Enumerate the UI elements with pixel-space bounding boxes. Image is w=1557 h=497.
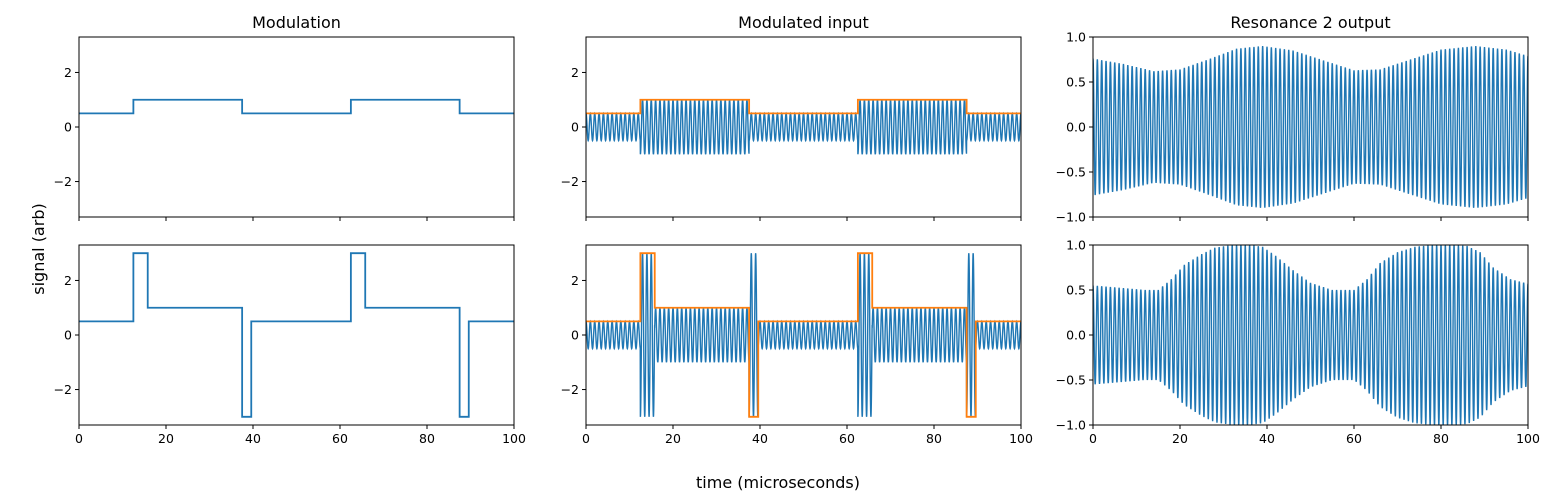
plot-area (1093, 245, 1528, 425)
x-tick-label: 100 (1009, 431, 1033, 446)
series-line-envelope-1 (586, 252, 1021, 418)
x-tick-label: 100 (1516, 431, 1540, 446)
y-tick-label: 2 (64, 65, 72, 80)
y-tick-label: −0.5 (1056, 373, 1086, 388)
series-line-signal-0 (1093, 245, 1528, 425)
x-tick-label: 0 (582, 431, 590, 446)
series-line-envelope-0 (79, 252, 514, 418)
axes-frame (78, 36, 515, 218)
axes-frame (78, 244, 515, 426)
plot-area (586, 252, 1021, 418)
panel-row2-col1: 0 20 40 60 80 100 −2 0 2 (54, 244, 526, 446)
x-tick-label: 60 (1346, 431, 1362, 446)
x-tick-label: 60 (839, 431, 855, 446)
x-tick-label: 60 (332, 431, 348, 446)
axes-frame (585, 36, 1022, 218)
y-tick-label: −2 (54, 382, 72, 397)
x-tick-label: 20 (665, 431, 681, 446)
plot-area (1093, 45, 1528, 208)
y-tick-label: 2 (571, 273, 579, 288)
y-tick-label: 0.0 (1066, 120, 1086, 135)
y-tick-label: −2 (561, 174, 579, 189)
plot-area (79, 98, 514, 115)
y-tick-label: 0.0 (1066, 328, 1086, 343)
y-tick-label: 0 (64, 120, 72, 135)
series-line-envelope-0 (79, 98, 514, 115)
y-tick-label: −1.0 (1056, 210, 1086, 225)
series-line-signal-0 (586, 253, 1021, 417)
y-tick-label: −0.5 (1056, 165, 1086, 180)
y-tick-label: −1.0 (1056, 418, 1086, 433)
x-tick-label: 40 (245, 431, 261, 446)
panel-row1-col3: −1.0 −0.5 0.0 0.5 1.0 Resonance 2 output (1056, 13, 1529, 225)
x-tick-label: 80 (926, 431, 942, 446)
series-line-signal-0 (1093, 45, 1528, 208)
x-tick-label: 40 (1259, 431, 1275, 446)
series-line-envelope-1 (586, 98, 1021, 115)
y-tick-label: −2 (54, 174, 72, 189)
plot-area (79, 252, 514, 418)
panel-row2-col2: 0 20 40 60 80 100 −2 0 2 (561, 244, 1033, 446)
y-tick-label: 0 (571, 328, 579, 343)
panel-title: Modulation (252, 13, 341, 32)
x-tick-label: 80 (419, 431, 435, 446)
figure-xlabel: time (microseconds) (696, 473, 860, 492)
y-tick-label: −2 (561, 382, 579, 397)
y-tick-label: 0.5 (1066, 283, 1086, 298)
x-tick-label: 80 (1433, 431, 1449, 446)
y-tick-label: 2 (571, 65, 579, 80)
panel-row1-col1: −2 0 2 Modulation (54, 13, 515, 221)
panel-row1-col2: −2 0 2 Modulated input (561, 13, 1022, 221)
y-tick-label: 2 (64, 273, 72, 288)
x-tick-label: 0 (75, 431, 83, 446)
x-tick-label: 100 (502, 431, 526, 446)
x-tick-label: 40 (752, 431, 768, 446)
x-tick-label: 20 (1172, 431, 1188, 446)
panel-title: Resonance 2 output (1230, 13, 1390, 32)
x-tick-label: 0 (1089, 431, 1097, 446)
x-tick-label: 20 (158, 431, 174, 446)
panels: −2 0 2 Modulation −2 0 2 Modulated input −1.0 −0.… (54, 13, 1540, 446)
panel-row2-col3: 0 20 40 60 80 100 −1.0 −0.5 0.0 0.5 1.0 (1056, 238, 1540, 447)
y-tick-label: 0.5 (1066, 75, 1086, 90)
series-line-signal-0 (586, 99, 1021, 155)
y-tick-label: 0 (64, 328, 72, 343)
y-tick-label: 1.0 (1066, 238, 1086, 253)
y-tick-label: 1.0 (1066, 30, 1086, 45)
plot-area (586, 98, 1021, 155)
panel-title: Modulated input (738, 13, 869, 32)
y-tick-label: 0 (571, 120, 579, 135)
figure-ylabel: signal (arb) (29, 203, 48, 294)
